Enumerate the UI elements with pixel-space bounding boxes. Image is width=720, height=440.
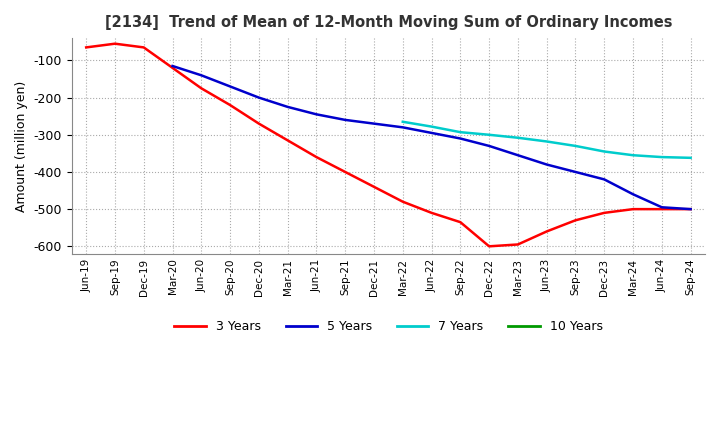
7 Years [513, 135, 522, 140]
7 Years [571, 143, 580, 149]
3 Years [284, 138, 292, 143]
3 Years [312, 154, 320, 160]
3 Years [542, 229, 551, 234]
5 Years [485, 143, 493, 149]
3 Years [226, 103, 235, 108]
Line: 5 Years: 5 Years [173, 66, 690, 209]
Line: 7 Years: 7 Years [402, 122, 690, 158]
3 Years [369, 184, 378, 190]
5 Years [341, 117, 349, 123]
Legend: 3 Years, 5 Years, 7 Years, 10 Years: 3 Years, 5 Years, 7 Years, 10 Years [169, 315, 608, 338]
7 Years [427, 124, 436, 129]
3 Years [571, 218, 580, 223]
3 Years [168, 65, 177, 70]
3 Years [657, 206, 666, 212]
5 Years [629, 192, 637, 197]
3 Years [140, 45, 148, 50]
5 Years [427, 130, 436, 136]
5 Years [284, 104, 292, 110]
7 Years [398, 119, 407, 125]
7 Years [629, 153, 637, 158]
5 Years [369, 121, 378, 126]
5 Years [312, 112, 320, 117]
3 Years [197, 86, 206, 91]
3 Years [600, 210, 608, 216]
3 Years [255, 121, 264, 126]
5 Years [686, 206, 695, 212]
5 Years [542, 162, 551, 167]
5 Years [398, 125, 407, 130]
3 Years [629, 206, 637, 212]
7 Years [542, 139, 551, 144]
Title: [2134]  Trend of Mean of 12-Month Moving Sum of Ordinary Incomes: [2134] Trend of Mean of 12-Month Moving … [104, 15, 672, 30]
5 Years [513, 153, 522, 158]
3 Years [111, 41, 120, 46]
5 Years [600, 177, 608, 182]
5 Years [456, 136, 464, 141]
3 Years [456, 220, 464, 225]
5 Years [197, 73, 206, 78]
Line: 3 Years: 3 Years [86, 44, 690, 246]
5 Years [255, 95, 264, 100]
3 Years [341, 169, 349, 175]
3 Years [82, 45, 91, 50]
5 Years [168, 63, 177, 69]
7 Years [686, 155, 695, 161]
3 Years [513, 242, 522, 247]
3 Years [427, 210, 436, 216]
7 Years [456, 129, 464, 135]
7 Years [600, 149, 608, 154]
5 Years [657, 205, 666, 210]
5 Years [226, 84, 235, 89]
3 Years [686, 206, 695, 212]
7 Years [485, 132, 493, 137]
Y-axis label: Amount (million yen): Amount (million yen) [15, 81, 28, 212]
7 Years [657, 154, 666, 160]
5 Years [571, 169, 580, 175]
3 Years [485, 244, 493, 249]
3 Years [398, 199, 407, 204]
